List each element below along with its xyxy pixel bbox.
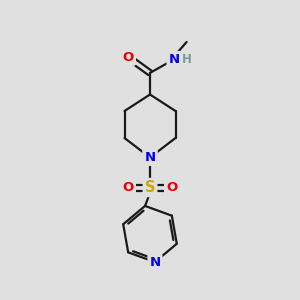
Text: O: O — [123, 181, 134, 194]
Text: N: N — [149, 256, 161, 268]
Text: O: O — [123, 51, 134, 64]
Text: H: H — [182, 53, 191, 66]
Text: N: N — [144, 151, 156, 164]
Text: S: S — [145, 180, 155, 195]
Text: O: O — [166, 181, 177, 194]
Text: N: N — [168, 53, 180, 66]
Text: N: N — [144, 151, 156, 164]
